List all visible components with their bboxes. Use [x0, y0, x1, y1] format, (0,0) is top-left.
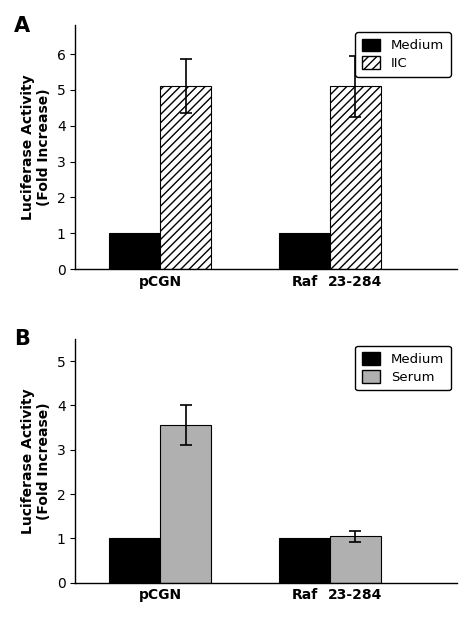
Text: A: A	[14, 15, 30, 35]
Bar	[160, 86, 211, 269]
Bar	[279, 233, 330, 269]
Text: B: B	[14, 329, 30, 349]
Bar	[330, 86, 381, 269]
Y-axis label: Luciferase Activity
(Fold Increase): Luciferase Activity (Fold Increase)	[21, 388, 51, 534]
Legend: Medium, Serum: Medium, Serum	[356, 345, 451, 391]
Legend: Medium, IIC: Medium, IIC	[356, 32, 451, 77]
Bar	[279, 539, 330, 582]
Bar	[109, 233, 160, 269]
Bar	[330, 536, 381, 582]
Y-axis label: Luciferase Activity
(Fold Increase): Luciferase Activity (Fold Increase)	[21, 74, 51, 220]
Bar	[160, 425, 211, 582]
Bar	[109, 539, 160, 582]
